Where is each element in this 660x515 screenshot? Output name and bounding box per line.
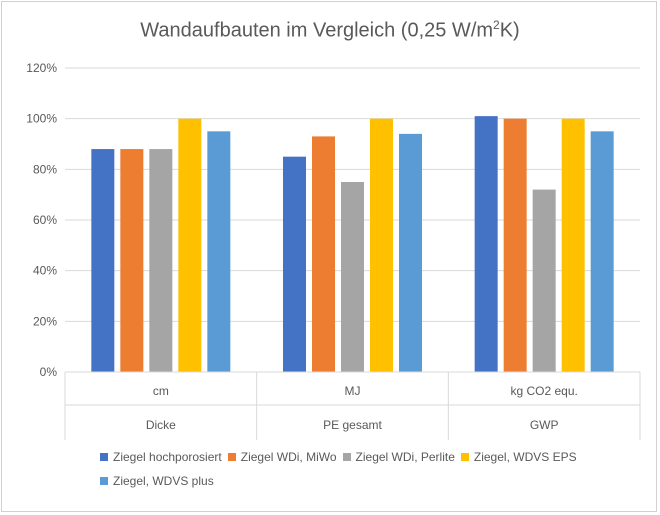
bar (149, 149, 173, 372)
y-tick-label: 40% (33, 264, 57, 278)
x-category-unit-label: cm (153, 384, 169, 398)
bar (341, 182, 364, 372)
bar (283, 156, 306, 372)
bar (120, 149, 144, 372)
chart-title: Wandaufbauten im Vergleich (0,25 W/m2K) (140, 18, 520, 42)
bar (370, 118, 393, 373)
bar (503, 118, 527, 373)
x-category-group-label: Dicke (146, 418, 176, 432)
bar (312, 136, 335, 372)
legend-swatch (227, 453, 236, 461)
x-category-unit-label: MJ (345, 384, 361, 398)
y-tick-label: 20% (33, 314, 57, 328)
legend-swatch (342, 453, 351, 461)
legend-swatch (460, 453, 469, 461)
legend-label: Ziegel hochporosiert (113, 450, 222, 464)
legend-item: Ziegel hochporosiert (100, 450, 222, 464)
legend: Ziegel hochporosiert Ziegel WDi, MiWo Zieg… (100, 450, 620, 488)
legend-item: Ziegel, WDVS EPS (460, 450, 577, 464)
legend-swatch (100, 453, 108, 461)
legend-label: Ziegel, WDVS plus (113, 474, 214, 488)
y-tick-label: 120% (26, 61, 57, 75)
legend-swatch (100, 477, 108, 485)
legend-label: Ziegel WDi, MiWo (240, 450, 337, 464)
bar (207, 131, 231, 372)
bar (561, 118, 585, 373)
bar (399, 133, 422, 372)
bar (178, 118, 202, 373)
bar (590, 131, 614, 372)
legend-item: Ziegel WDi, MiWo (227, 450, 337, 464)
x-category-group-label: PE gesamt (323, 418, 382, 432)
bar (474, 116, 498, 372)
legend-label: Ziegel, WDVS EPS (473, 450, 577, 464)
y-tick-label: 80% (33, 162, 57, 176)
x-category-unit-label: kg CO2 equ. (510, 384, 577, 398)
legend-label: Ziegel WDi, Perlite (355, 450, 455, 464)
bar (532, 189, 556, 372)
legend-item: Ziegel, WDVS plus (100, 474, 214, 488)
y-tick-label: 0% (40, 365, 58, 379)
y-tick-label: 100% (26, 112, 57, 126)
bar (91, 149, 115, 372)
x-category-group-label: GWP (530, 418, 559, 432)
y-tick-label: 60% (33, 213, 57, 227)
legend-item: Ziegel WDi, Perlite (342, 450, 455, 464)
